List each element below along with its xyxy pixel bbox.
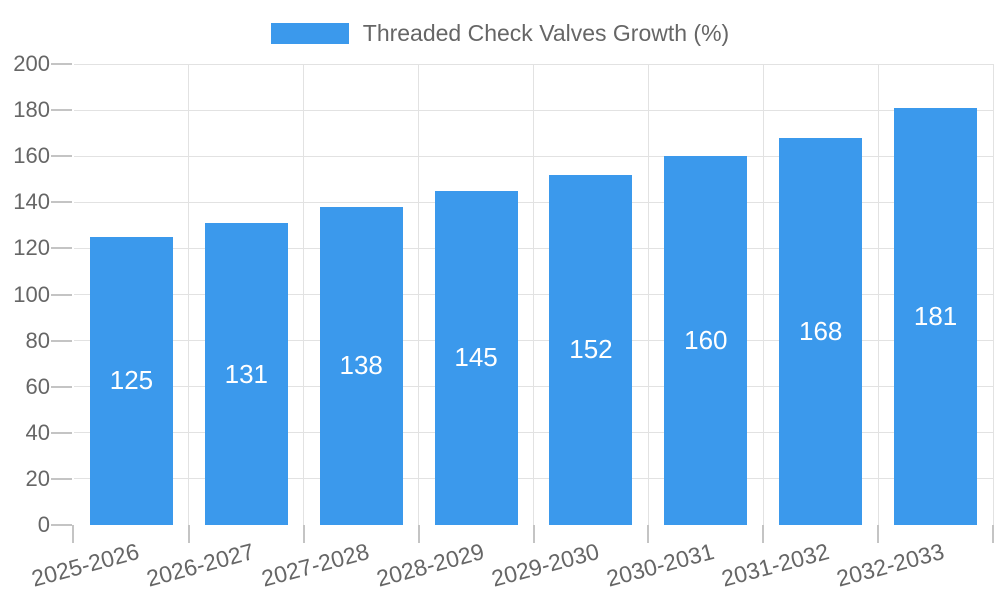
y-tick-label: 0: [37, 512, 50, 537]
y-tick: [51, 247, 72, 250]
x-tick: [647, 525, 650, 543]
x-tick: [417, 525, 420, 543]
bar[interactable]: 152: [549, 174, 633, 525]
y-tick-label: 140: [13, 189, 50, 215]
x-tick-label: 2028-2029: [373, 538, 487, 592]
x-grid-line: [877, 64, 879, 525]
y-tick-label: 80: [25, 327, 50, 353]
legend-swatch: [270, 23, 349, 44]
x-grid-line: [647, 64, 649, 525]
legend-label: Threaded Check Valves Growth (%): [362, 20, 730, 46]
y-tick: [51, 385, 72, 388]
x-tick-label: 2026-2027: [144, 538, 258, 592]
y-tick: [51, 524, 72, 526]
y-tick: [51, 339, 72, 342]
y-tick-label: 160: [13, 143, 50, 169]
x-grid-line: [303, 64, 305, 525]
x-tick-label: 2031-2032: [718, 538, 832, 592]
y-tick: [51, 477, 72, 480]
y-tick-label: 40: [25, 419, 50, 445]
x-grid-line: [418, 64, 420, 525]
bar-value-label: 145: [454, 342, 498, 373]
bar-value-label: 138: [339, 350, 383, 381]
plot-area: 0 20 40 60 80 100 120 140 160 180 200 125 131 138 145 1…: [13, 51, 994, 592]
x-tick: [72, 525, 74, 543]
x-tick-label: 2029-2030: [488, 538, 602, 592]
y-tick-label: 60: [25, 373, 50, 399]
y-tick: [51, 293, 72, 296]
y-tick: [51, 431, 72, 434]
x-tick: [992, 525, 994, 543]
bar[interactable]: 160: [664, 156, 748, 525]
bar-value-label: 125: [109, 365, 154, 396]
y-tick-label: 120: [13, 235, 50, 261]
bar[interactable]: 168: [779, 137, 863, 525]
y-tick: [51, 63, 72, 65]
x-grid-line: [533, 64, 534, 525]
x-tick-label: 2027-2028: [258, 538, 372, 592]
bar-value-label: 152: [569, 334, 613, 365]
x-tick: [187, 525, 190, 543]
x-tick-label: 2032-2033: [833, 538, 947, 592]
x-tick-label: 2030-2031: [603, 538, 717, 592]
bar[interactable]: 181: [894, 107, 978, 525]
x-grid-line: [188, 64, 190, 525]
y-tick: [51, 201, 72, 204]
y-tick-label: 200: [13, 51, 50, 76]
chart-legend[interactable]: Threaded Check Valves Growth (%): [0, 20, 1000, 47]
bar-value-label: 181: [913, 300, 958, 331]
x-tick: [532, 525, 535, 543]
y-tick: [51, 155, 72, 158]
y-tick: [51, 109, 72, 112]
x-tick: [302, 525, 305, 543]
bar[interactable]: 125: [89, 236, 173, 525]
x-grid-line: [992, 64, 994, 525]
x-grid-line: [762, 64, 764, 525]
bar[interactable]: 138: [319, 206, 403, 525]
y-tick-label: 20: [25, 465, 50, 491]
y-tick-label: 180: [13, 97, 50, 123]
x-tick-label: 2025-2026: [29, 538, 143, 592]
bar[interactable]: 131: [204, 223, 288, 525]
bar-value-label: 168: [798, 315, 843, 346]
x-tick: [762, 525, 765, 543]
x-tick: [877, 525, 880, 543]
y-tick-label: 100: [13, 281, 50, 307]
bar-value-label: 131: [224, 358, 268, 389]
bar[interactable]: 145: [434, 190, 518, 525]
bar-value-label: 160: [684, 325, 728, 356]
